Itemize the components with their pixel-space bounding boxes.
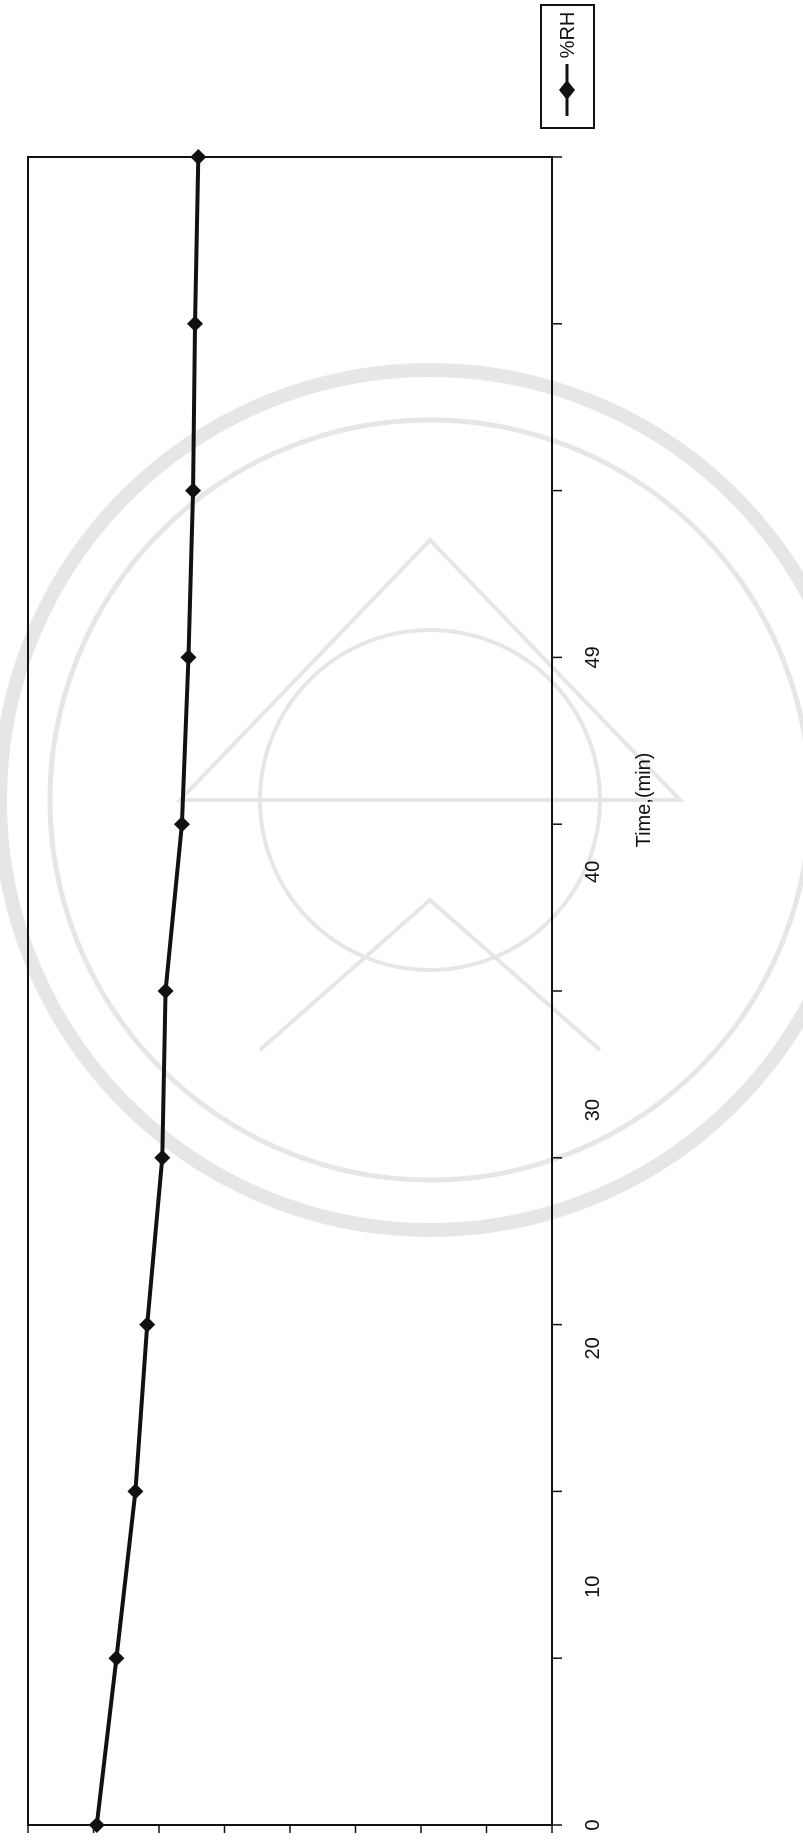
data-point-marker (185, 482, 202, 499)
series-layer (88, 149, 207, 1833)
data-point-marker (187, 315, 204, 332)
data-point-marker (139, 1316, 156, 1333)
x-tick-label: 40 (582, 861, 604, 883)
plot-frame (27, 156, 553, 1826)
data-point-marker (154, 1149, 171, 1166)
data-point-marker (88, 1817, 105, 1833)
x-tick-label: 30 (582, 1099, 604, 1121)
x-axis: 0 10 20 30 40 49 (551, 156, 604, 1831)
plot-area (27, 156, 553, 1826)
legend-marker-swatch (559, 80, 575, 100)
data-point-marker (173, 816, 190, 833)
legend: %RH (540, 4, 595, 129)
x-axis-title: Time,(min) (633, 753, 655, 848)
data-point-marker (127, 1483, 144, 1500)
x-tick-label: 10 (582, 1576, 604, 1598)
x-tick-label: 20 (582, 1337, 604, 1359)
series-line-rh (94, 156, 201, 1826)
data-point-marker (180, 649, 197, 666)
data-point-marker (108, 1650, 125, 1667)
x-tick-label: 0 (582, 1819, 604, 1830)
data-point-marker (157, 983, 174, 999)
data-point-marker (190, 149, 207, 165)
legend-label: %RH (557, 12, 579, 59)
x-tick-label: 49 (582, 646, 604, 668)
watermark-seal (0, 363, 803, 1237)
